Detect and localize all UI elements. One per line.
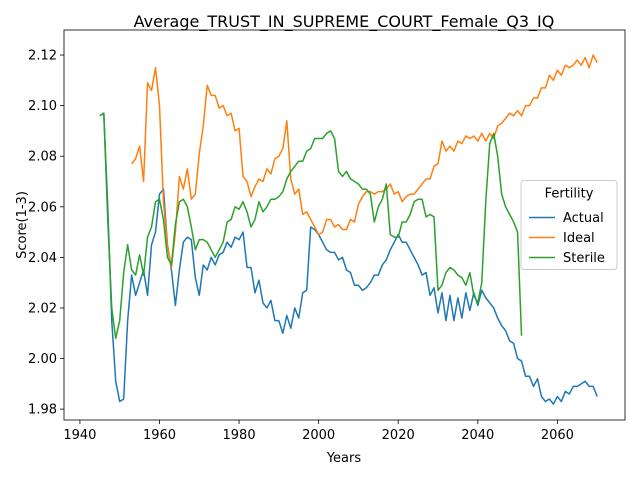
y-axis-label: Score(1-3) [15,191,30,259]
chart-title: Average_TRUST_IN_SUPREME_COURT_Female_Q3… [134,12,555,32]
x-tick-label: 2000 [302,428,335,443]
y-tick-label: 2.08 [28,150,57,165]
y-tick-label: 2.00 [28,352,57,367]
x-tick-label: 2060 [541,428,574,443]
y-tick-label: 2.10 [28,99,57,114]
x-tick-label: 2040 [461,428,494,443]
legend-box [520,180,618,270]
legend-label: Sterile [563,251,605,266]
line-series [99,112,598,405]
x-tick-label: 1960 [143,428,176,443]
x-tick-label: 2020 [382,428,415,443]
y-tick-label: 2.12 [28,49,57,64]
x-axis-label: Years [326,451,362,466]
line-series [131,54,598,269]
y-tick-label: 1.98 [28,403,57,418]
plot-frame [63,29,626,421]
x-tick-label: 1980 [223,428,256,443]
legend-title: Fertility [545,187,594,202]
line-series [99,112,523,340]
y-tick-label: 2.02 [28,301,57,316]
y-tick-label: 2.04 [28,251,57,266]
legend-label: Ideal [563,231,595,246]
legend-label: Actual [563,211,604,226]
legend: Fertility Actual Ideal Sterile [520,180,618,270]
y-tick-label: 2.06 [28,200,57,215]
x-tick-label: 1940 [63,428,96,443]
